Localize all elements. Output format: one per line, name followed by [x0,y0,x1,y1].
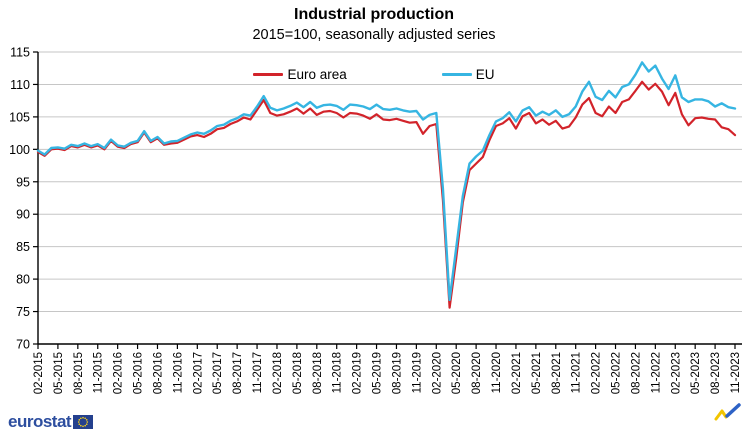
x-tick-label: 11-2019 [411,352,423,393]
x-tick-label: 11-2020 [491,352,503,393]
statistics-mark [714,403,742,428]
x-tick-label: 05-2022 [611,352,623,394]
y-tick-label: 70 [16,338,30,352]
y-tick-label: 105 [9,110,30,124]
eurostat-logo: eurostat [8,412,94,432]
euro-area-line [36,80,737,309]
legend-label-eu: EU [475,67,495,82]
x-tick-label: 05-2018 [292,352,304,394]
eu-line [36,61,737,302]
x-tick-label: 02-2018 [272,352,284,394]
x-tick-label: 02-2020 [431,352,443,394]
x-tick-label: 08-2018 [312,352,324,394]
y-tick-label: 115 [10,46,30,60]
x-tick-label: 08-2021 [551,352,563,394]
legend-label-euro-area: Euro area [287,67,347,82]
x-tick-label: 08-2019 [391,352,403,394]
x-tick-label: 05-2023 [690,352,702,394]
y-tick-label: 90 [16,208,30,222]
x-tick-label: 02-2023 [670,352,682,394]
x-tick-label: 11-2016 [172,352,184,393]
x-tick-label: 05-2016 [133,352,145,394]
eu-flag-icon [73,415,94,429]
y-tick-label: 80 [16,273,30,287]
legend-item-euro-area: Euro area [253,67,347,82]
x-tick-label: 05-2019 [372,352,384,394]
line-chart-mark-icon [714,403,741,421]
y-tick-label: 95 [16,175,30,189]
y-tick-label: 100 [9,143,30,157]
y-tick-label: 85 [16,240,30,254]
x-tick-label: 02-2022 [591,352,603,394]
x-tick-label: 02-2015 [33,352,45,394]
x-tick-label: 02-2016 [113,352,125,394]
x-tick-label: 08-2022 [630,352,642,394]
x-tick-label: 05-2015 [53,352,65,394]
y-tick-label: 75 [16,305,30,319]
x-tick-label: 11-2017 [252,352,264,393]
eu-line-swatch [441,73,472,76]
euro-area-line-swatch [253,73,284,76]
x-tick-label: 05-2021 [531,352,543,394]
x-tick-label: 08-2016 [152,352,164,394]
x-tick-label: 05-2020 [451,352,463,394]
x-tick-label: 08-2020 [471,352,483,394]
x-tick-label: 08-2023 [710,352,722,394]
chart-subtitle: 2015=100, seasonally adjusted series [252,27,496,43]
x-tick-label: 11-2015 [93,352,105,393]
x-tick-label: 11-2018 [332,352,344,393]
x-tick-label: 11-2022 [650,352,662,393]
x-tick-label: 02-2017 [192,352,204,394]
x-tick-label: 08-2017 [232,352,244,394]
legend-item-eu: EU [441,67,495,82]
y-tick-label: 110 [10,78,30,92]
x-tick-label: 02-2021 [511,352,523,394]
chart-title: Industrial production [294,6,454,23]
x-tick-label: 05-2017 [212,352,224,394]
x-tick-label: 02-2019 [352,352,364,394]
chart-legend: Euro area EU [0,67,748,82]
x-tick-label: 11-2021 [571,352,583,393]
x-tick-label: 08-2015 [73,352,85,394]
x-tick-label: 11-2023 [730,352,742,393]
eurostat-wordmark: eurostat [8,412,72,431]
